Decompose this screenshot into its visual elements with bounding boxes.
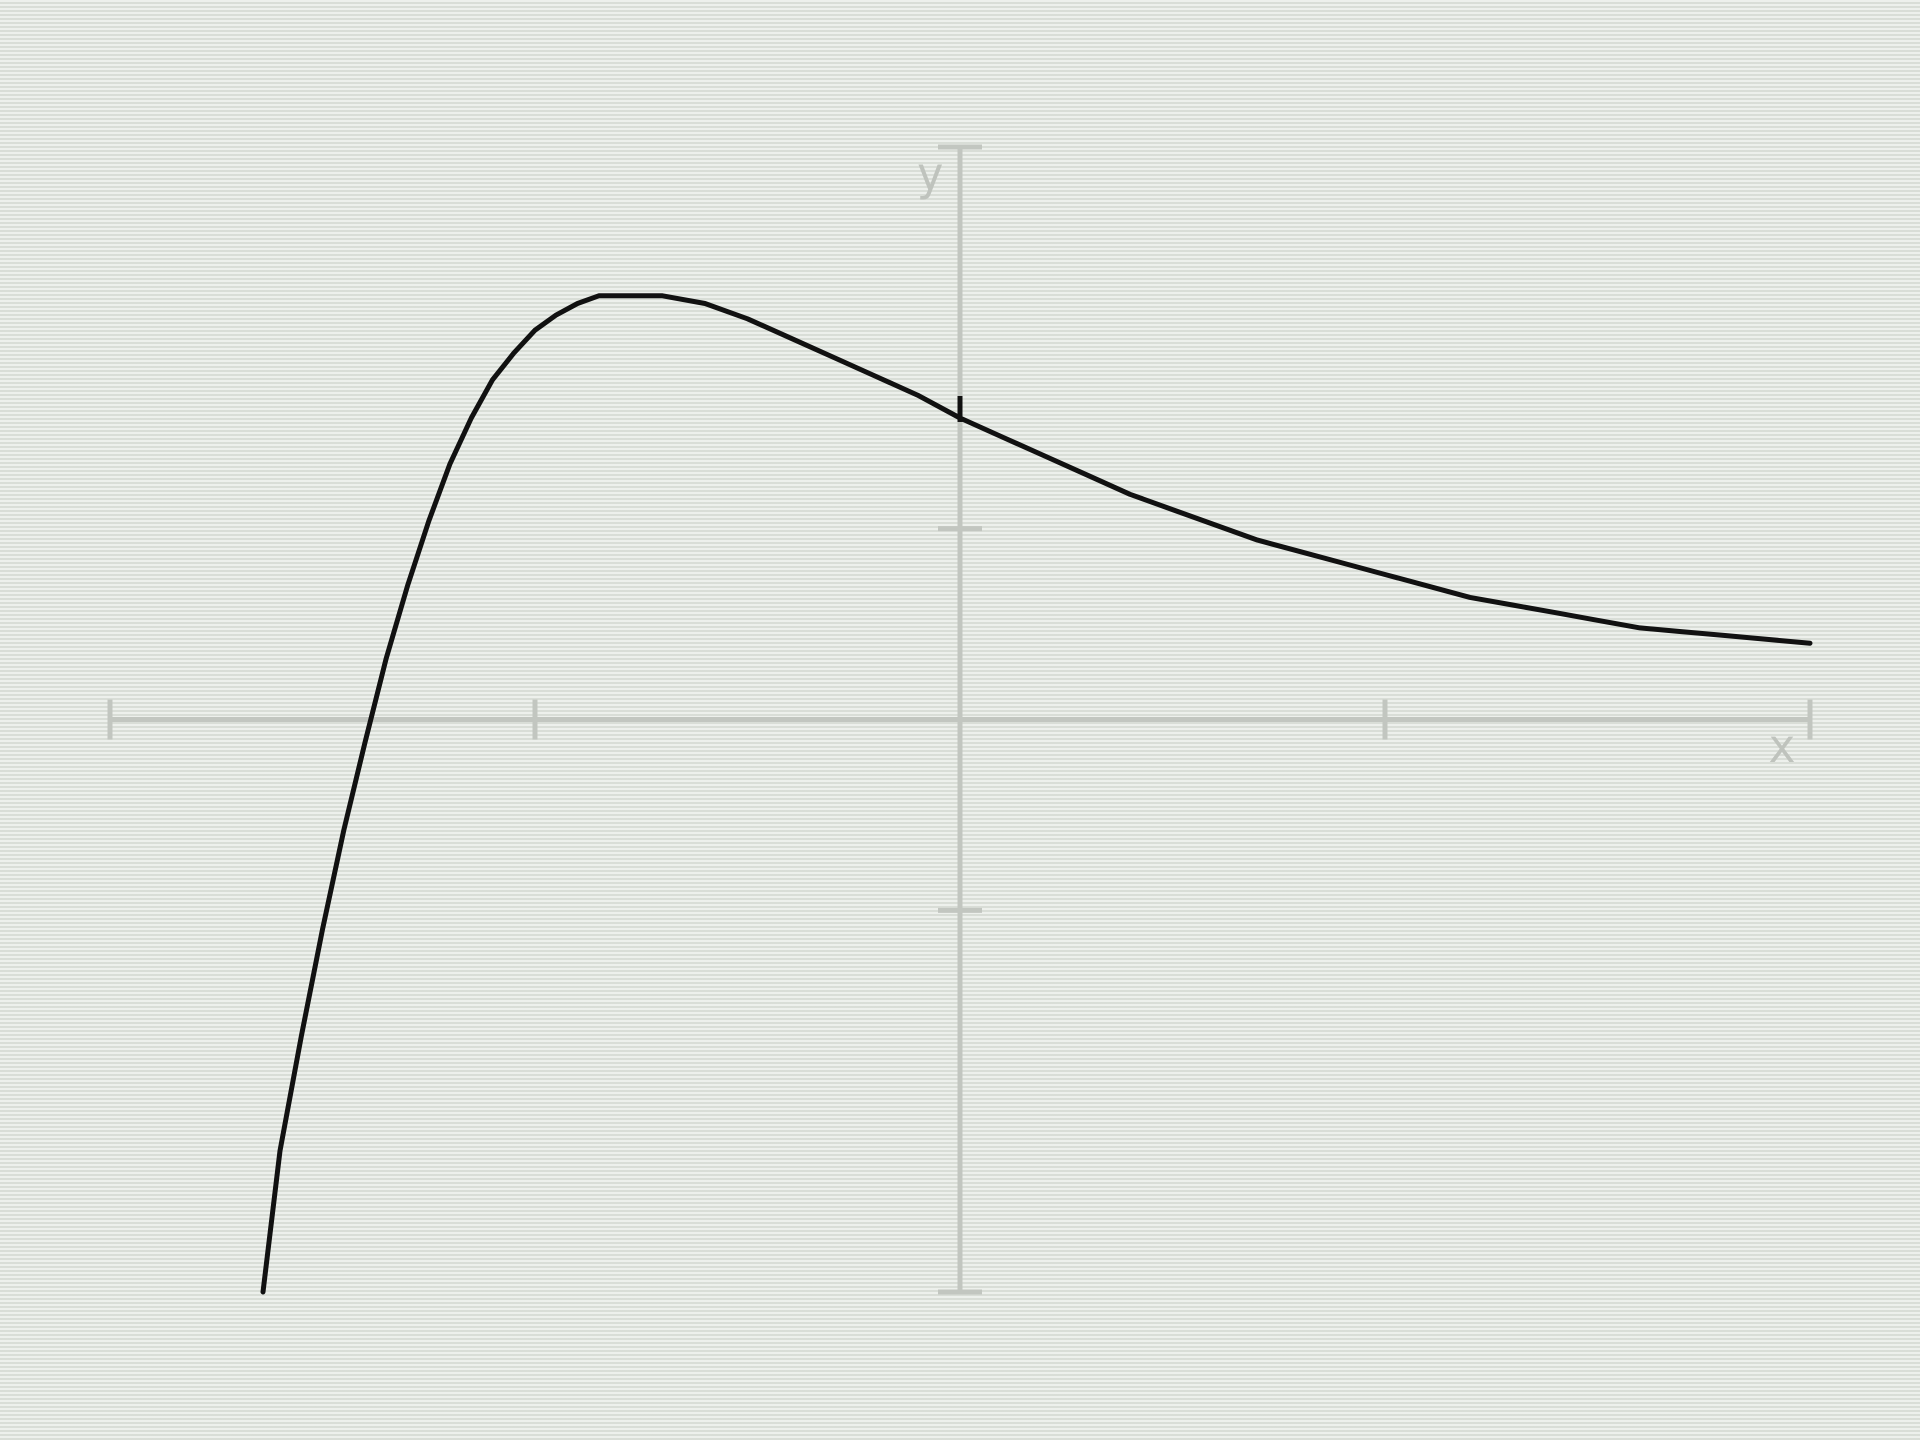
series-line-1 — [260, 293, 1813, 1295]
x-axis-label: x — [1768, 719, 1796, 773]
axes — [107, 144, 1813, 1295]
series-layer — [260, 293, 1813, 1295]
y-axis-label: y — [916, 147, 944, 201]
